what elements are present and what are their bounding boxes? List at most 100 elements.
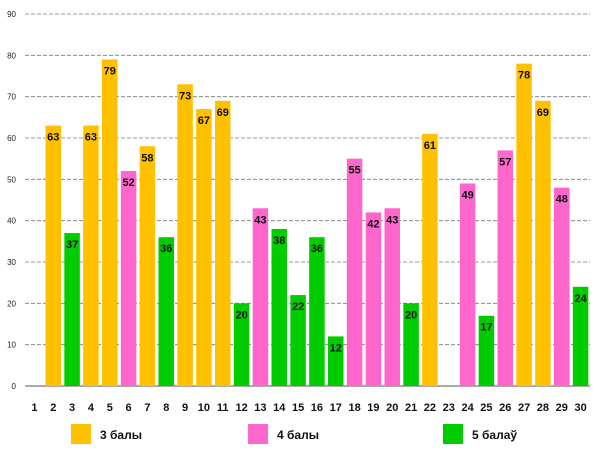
x-tick-label: 21 (405, 402, 417, 414)
x-tick-label: 5 (107, 402, 113, 414)
bar (64, 233, 80, 386)
bar (290, 295, 306, 386)
y-tick-label: 60 (7, 134, 16, 143)
bar (83, 125, 99, 386)
data-label: 43 (386, 214, 398, 226)
y-tick-label: 20 (7, 299, 16, 308)
bar (158, 237, 174, 386)
y-tick-label: 90 (7, 10, 16, 19)
y-tick-label: 50 (7, 175, 16, 184)
x-tick-label: 1 (31, 402, 37, 414)
x-tick-label: 27 (518, 402, 530, 414)
data-label: 79 (104, 65, 116, 77)
data-label: 78 (518, 70, 530, 82)
bar (45, 125, 61, 386)
data-label: 42 (367, 218, 379, 230)
y-tick-label: 10 (7, 341, 16, 350)
bar (215, 100, 231, 387)
x-tick-label: 10 (198, 402, 210, 414)
data-label: 36 (311, 243, 323, 255)
x-tick-label: 9 (182, 402, 188, 414)
data-label: 24 (574, 293, 587, 305)
legend-label: 3 балы (100, 428, 142, 442)
bar (365, 212, 382, 386)
data-label: 38 (273, 235, 285, 247)
data-label: 17 (480, 322, 492, 334)
x-tick-label: 17 (330, 402, 342, 414)
y-tick-label: 70 (7, 93, 16, 102)
legend-swatch (443, 424, 463, 444)
bar (309, 237, 325, 386)
data-label: 49 (461, 189, 473, 201)
data-label: 37 (66, 239, 78, 251)
grid (25, 13, 590, 387)
data-label: 61 (424, 140, 436, 152)
data-label: 48 (556, 194, 568, 206)
data-label: 69 (217, 107, 229, 119)
x-tick-label: 3 (69, 402, 75, 414)
data-label: 57 (499, 156, 511, 168)
bar (271, 228, 287, 386)
bar (384, 208, 400, 386)
x-tick-label: 13 (254, 402, 266, 414)
bar (535, 100, 551, 387)
data-label: 63 (85, 132, 97, 144)
bar (497, 150, 513, 386)
x-tick-label: 28 (537, 402, 549, 414)
x-tick-label: 18 (348, 402, 360, 414)
y-axis-ticks: 0 10 20 30 40 50 60 70 80 90 (7, 10, 16, 391)
x-axis-ticks: 1 2 3 4 5 6 7 8 9 10 11 12 13 14 15 16 17 18 19 20 21 22 23 24 2… (31, 402, 586, 414)
x-tick-label: 19 (367, 402, 379, 414)
x-tick-label: 22 (424, 402, 436, 414)
x-tick-label: 14 (273, 402, 286, 414)
data-label: 63 (47, 132, 59, 144)
legend-swatch (248, 424, 268, 444)
data-label: 12 (330, 342, 342, 354)
data-label: 73 (179, 90, 191, 102)
bar (403, 303, 419, 386)
legend-swatch (71, 424, 91, 444)
x-tick-label: 15 (292, 402, 304, 414)
y-tick-label: 80 (7, 51, 16, 60)
x-tick-label: 6 (126, 402, 132, 414)
bar (252, 208, 269, 386)
x-tick-label: 29 (556, 402, 568, 414)
bar (139, 146, 156, 386)
data-labels: 63 37 63 79 52 58 36 73 67 69 20 43 38 22 36 12 55 42 43 20… (47, 65, 587, 354)
bar (233, 303, 250, 386)
x-tick-label: 25 (480, 402, 492, 414)
data-label: 58 (141, 152, 153, 164)
bar (120, 171, 137, 386)
bar (196, 109, 212, 387)
x-tick-label: 8 (163, 402, 169, 414)
data-label: 20 (405, 309, 417, 321)
x-tick-label: 2 (50, 402, 56, 414)
y-tick-label: 40 (7, 217, 16, 226)
x-tick-label: 7 (144, 402, 150, 414)
bar (572, 286, 589, 386)
bar (422, 133, 438, 386)
bar (554, 187, 570, 386)
y-tick-label: 0 (12, 382, 17, 391)
legend: 3 балы 4 балы 5 балаў (71, 424, 517, 444)
y-tick-label: 30 (7, 258, 16, 267)
bar (102, 59, 118, 386)
data-label: 20 (235, 309, 247, 321)
bar (328, 336, 344, 386)
data-label: 69 (537, 107, 549, 119)
bars (45, 59, 589, 387)
data-label: 67 (198, 115, 210, 127)
x-tick-label: 4 (88, 402, 95, 414)
x-tick-label: 24 (461, 402, 474, 414)
data-label: 52 (122, 177, 134, 189)
x-tick-label: 20 (386, 402, 398, 414)
bar (459, 183, 476, 386)
legend-label: 4 балы (277, 428, 319, 442)
legend-label: 5 балаў (472, 428, 517, 442)
x-tick-label: 26 (499, 402, 511, 414)
bar (346, 158, 363, 386)
bar (516, 63, 532, 386)
data-label: 22 (292, 301, 304, 313)
x-tick-label: 23 (443, 402, 455, 414)
